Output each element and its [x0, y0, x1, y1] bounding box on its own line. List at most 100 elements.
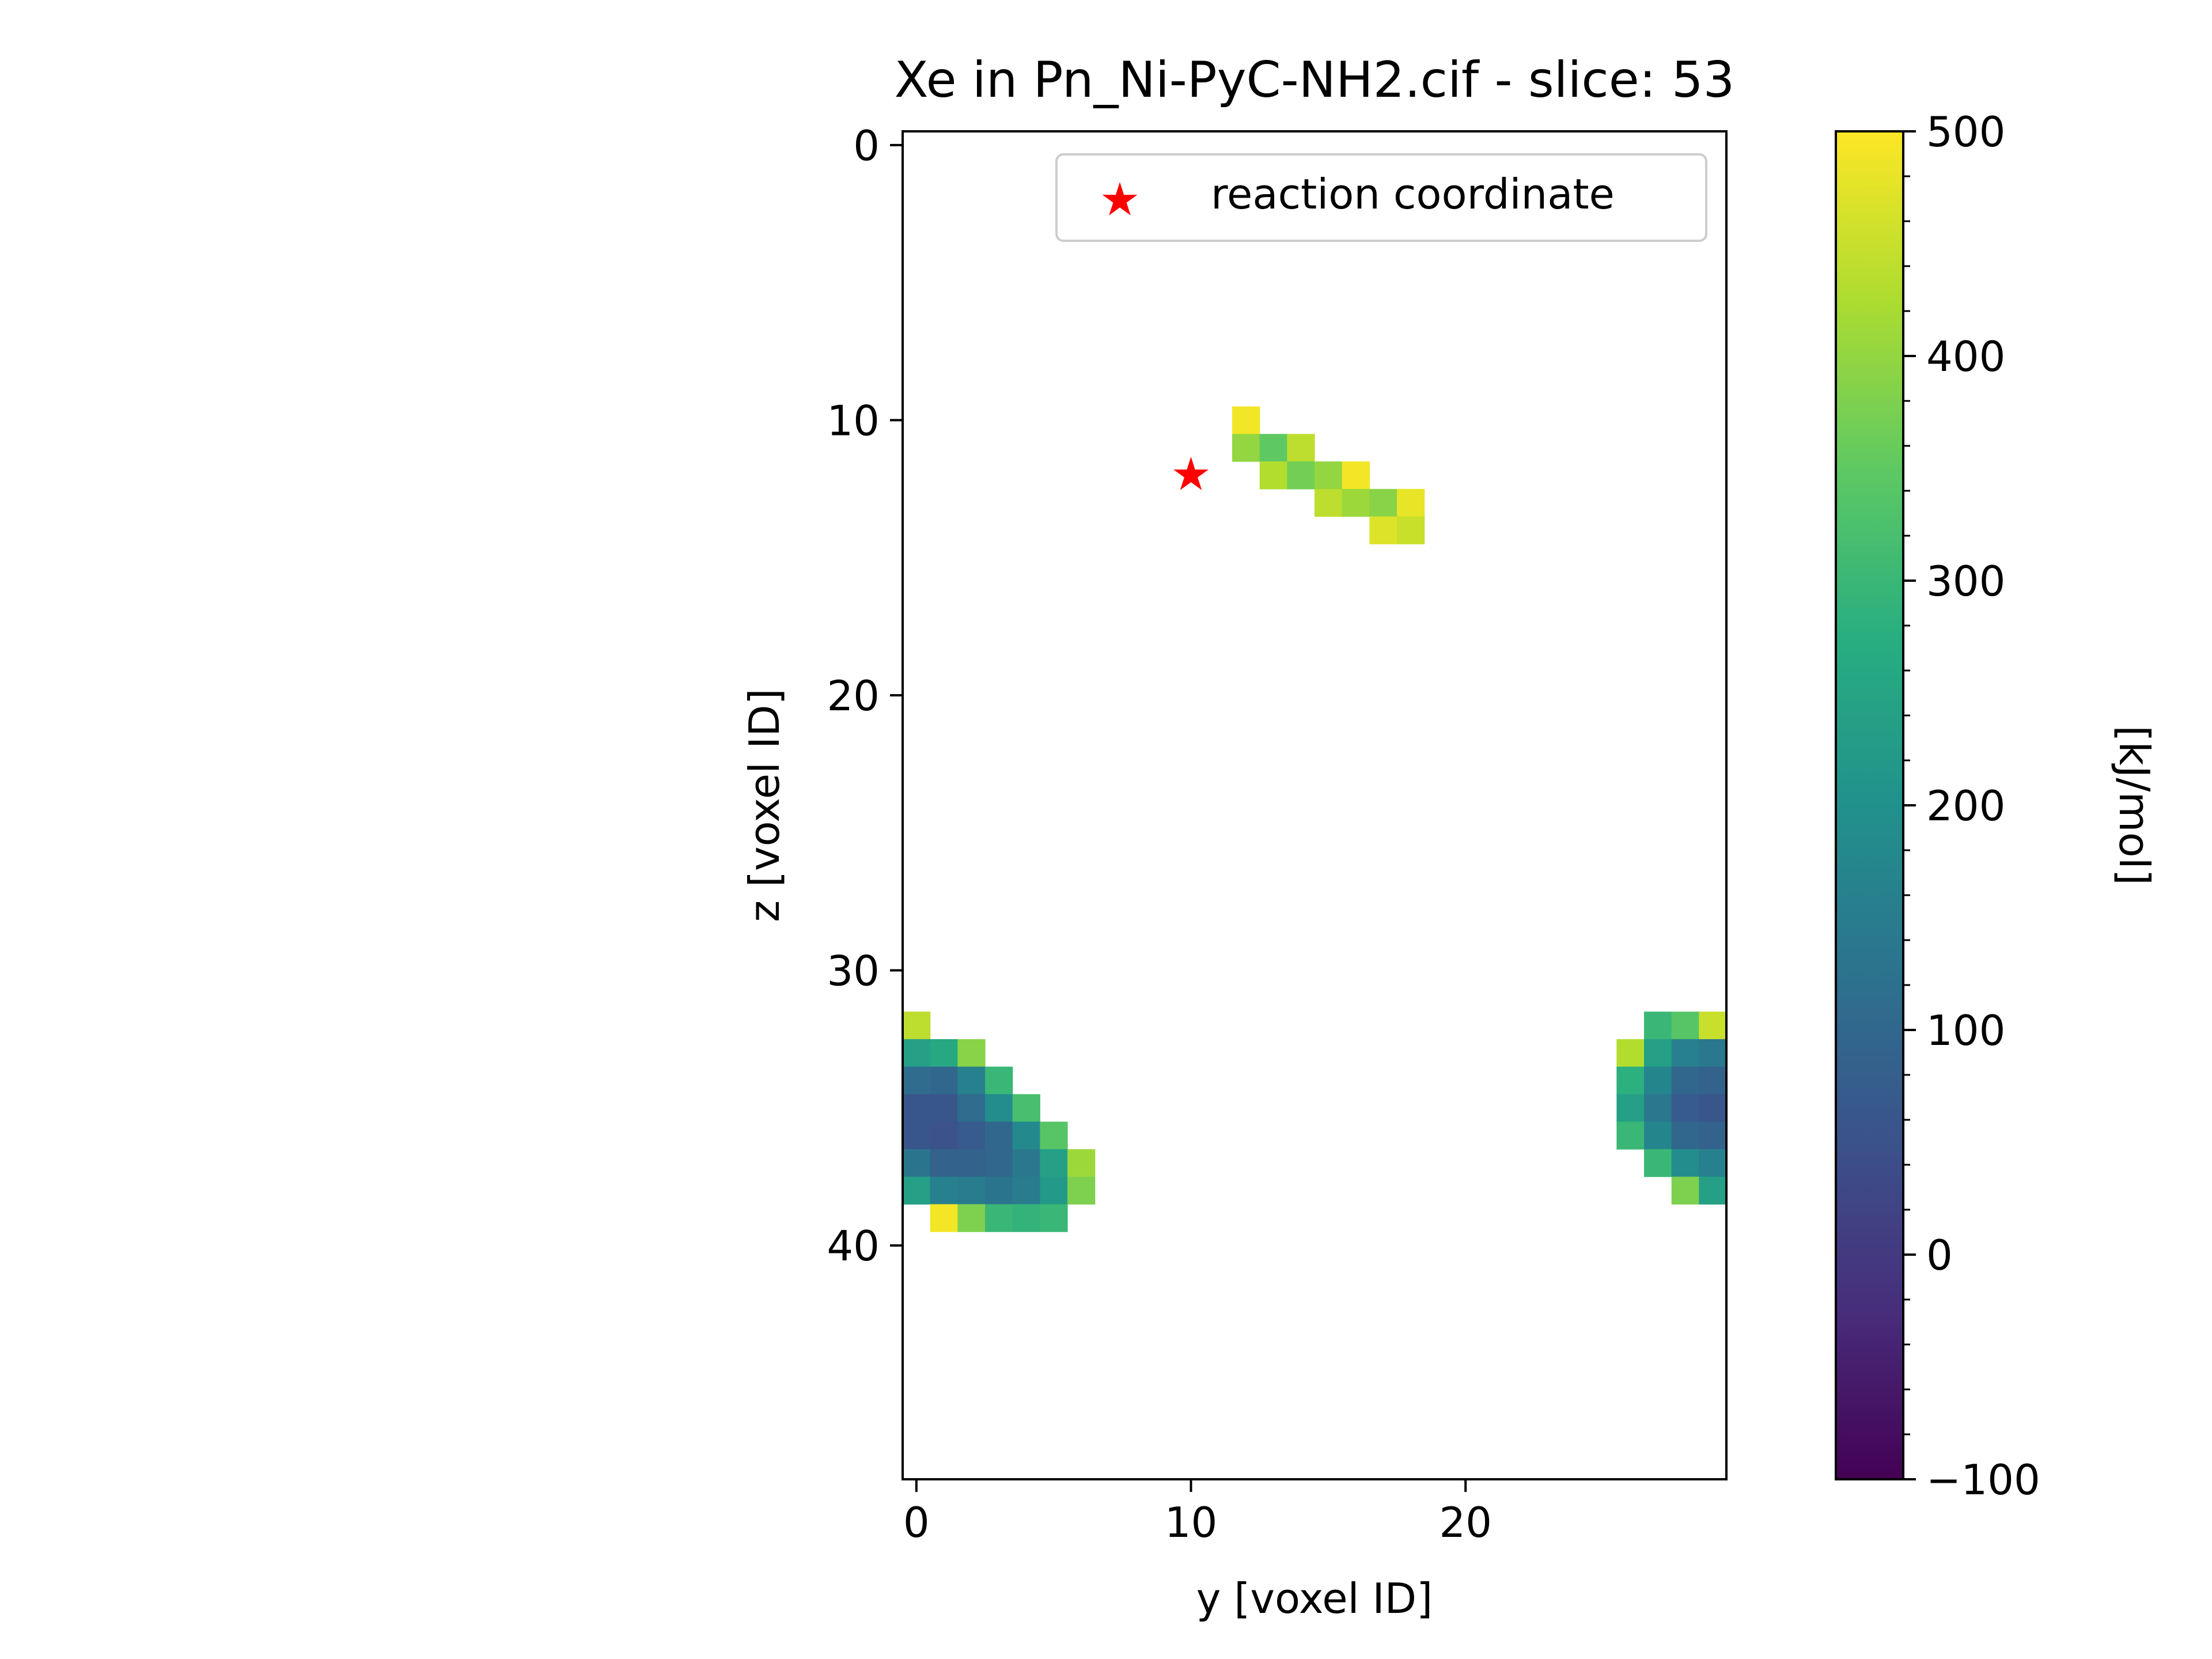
legend-star-icon — [1102, 182, 1138, 215]
heatmap-cell — [957, 1176, 986, 1205]
heatmap-cell — [1067, 1149, 1096, 1177]
y-axis-label: z [voxel ID] — [740, 688, 789, 922]
legend: reaction coordinate — [1055, 153, 1707, 242]
heatmap-cell — [1342, 488, 1370, 517]
heatmap-cell — [1287, 461, 1315, 490]
heatmap-cell — [903, 1149, 931, 1177]
heatmap-cell — [1699, 1122, 1726, 1150]
reaction-coordinate-layer — [1173, 456, 1209, 490]
heatmap-cell — [985, 1122, 1013, 1150]
heatmap-cell — [985, 1066, 1013, 1095]
heatmap-cell — [1040, 1204, 1068, 1232]
heatmap-cell — [1012, 1122, 1040, 1150]
plot-frame — [902, 130, 1728, 1480]
y-tick-label: 40 — [827, 1222, 880, 1270]
heatmap-cell — [985, 1149, 1013, 1177]
heatmap-cell — [1699, 1066, 1726, 1095]
heatmap-cell — [985, 1204, 1013, 1232]
heatmap-cell — [1616, 1066, 1645, 1095]
heatmap-cell — [1671, 1122, 1699, 1150]
heatmap-cell — [1397, 516, 1425, 544]
heatmap-cell — [1315, 461, 1343, 490]
y-tick-label: 30 — [827, 947, 880, 995]
y-tick-label: 10 — [827, 396, 880, 445]
heatmap-cell — [1644, 1012, 1672, 1040]
heatmap-cell — [985, 1176, 1013, 1205]
heatmap-cell — [1671, 1176, 1699, 1205]
heatmap-cell — [1315, 488, 1343, 517]
colorbar-tick-label: 500 — [1926, 108, 2005, 156]
heatmap-cell — [1616, 1039, 1645, 1067]
x-tick-label: 20 — [1439, 1498, 1492, 1547]
heatmap-cell — [1040, 1176, 1068, 1205]
heatmap-cell — [903, 1012, 931, 1040]
heatmap-cell — [957, 1204, 986, 1232]
heatmap-cell — [957, 1122, 986, 1150]
heatmap-cell — [1671, 1149, 1699, 1177]
heatmap-cell — [930, 1039, 958, 1067]
heatmap-cell — [930, 1066, 958, 1095]
heatmap-cell — [1342, 461, 1370, 490]
heatmap-cell — [1040, 1122, 1068, 1150]
heatmap-cell — [1067, 1176, 1096, 1205]
colorbar-tick-label: 0 — [1926, 1231, 1953, 1279]
plot-area — [902, 130, 1728, 1480]
heatmap-cell — [930, 1149, 958, 1177]
heatmap-cell — [1644, 1039, 1672, 1067]
heatmap-cell — [930, 1204, 958, 1232]
heatmap-cell — [1644, 1094, 1672, 1122]
colorbar-tick-label: −100 — [1926, 1456, 2040, 1504]
heatmap-cell — [1012, 1094, 1040, 1122]
heatmap-cell — [1232, 434, 1260, 462]
heatmap-cell — [903, 1094, 931, 1122]
y-tick-label: 20 — [827, 672, 880, 720]
colorbar-tick-label: 400 — [1926, 332, 2005, 381]
heatmap-cell — [903, 1066, 931, 1095]
heatmap-cell — [1259, 461, 1287, 490]
heatmap-cells — [903, 406, 1726, 1232]
heatmap-cell — [1369, 488, 1397, 517]
reaction-coordinate-marker — [1173, 456, 1209, 490]
plot-background — [903, 131, 1726, 1479]
heatmap-cell — [1012, 1149, 1040, 1177]
heatmap-cell — [1644, 1149, 1672, 1177]
heatmap-cell — [1616, 1094, 1645, 1122]
heatmap-cell — [1644, 1066, 1672, 1095]
heatmap-cell — [903, 1176, 931, 1205]
legend-box — [1055, 153, 1707, 242]
heatmap-cell — [930, 1094, 958, 1122]
colorbar-tick-label: 200 — [1926, 782, 2005, 830]
heatmap-cell — [1671, 1094, 1699, 1122]
heatmap-cell — [1616, 1122, 1645, 1150]
heatmap-cell — [1671, 1066, 1699, 1095]
heatmap-cell — [1699, 1149, 1726, 1177]
colorbar-tick-label: 300 — [1926, 557, 2005, 605]
heatmap-cell — [1012, 1204, 1040, 1232]
x-tick-label: 0 — [903, 1498, 930, 1547]
heatmap-cell — [1040, 1149, 1068, 1177]
heatmap-cell — [1699, 1039, 1726, 1067]
heatmap-cell — [1259, 434, 1287, 462]
heatmap-cell — [1671, 1039, 1699, 1067]
colorbar-label: [kJ/mol] — [2110, 725, 2158, 885]
heatmap-cell — [903, 1039, 931, 1067]
chart-title: Xe in Pn_Ni-PyC-NH2.cif - slice: 53 — [895, 51, 1735, 109]
colorbar: −100 0 100 200 300 400 500 [kJ/mol] — [1835, 108, 2158, 1504]
heatmap-cell — [1287, 434, 1315, 462]
heatmap-cell — [1671, 1012, 1699, 1040]
x-tick-label: 10 — [1165, 1498, 1218, 1547]
heatmap-cell — [1699, 1094, 1726, 1122]
heatmap-cell — [1699, 1012, 1726, 1040]
colorbar-gradient — [1836, 131, 1903, 1479]
heatmap-cell — [985, 1094, 1013, 1122]
heatmap-cell — [1397, 488, 1425, 517]
heatmap-cell — [1644, 1122, 1672, 1150]
heatmap-cell — [957, 1066, 986, 1095]
heatmap-cell — [1012, 1176, 1040, 1205]
y-tick-label: 0 — [853, 122, 880, 170]
heatmap-cell — [1699, 1176, 1726, 1205]
x-axis-label: y [voxel ID] — [1196, 1574, 1433, 1623]
heatmap-cell — [957, 1149, 986, 1177]
heatmap-cell — [1232, 406, 1260, 434]
